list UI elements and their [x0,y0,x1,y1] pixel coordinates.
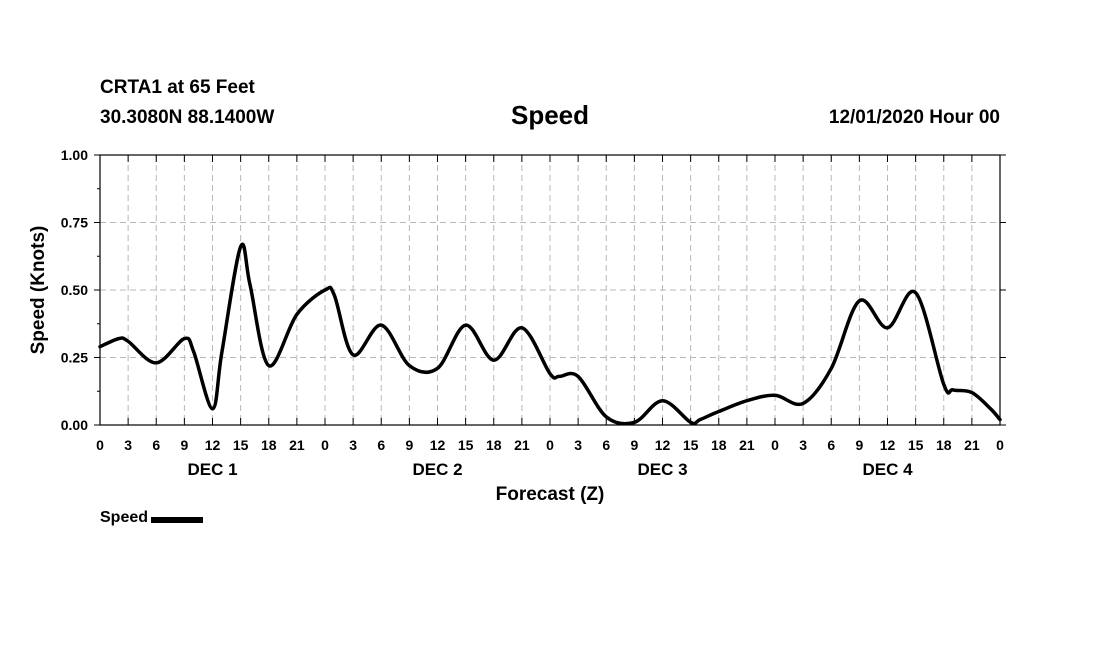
x-tick-label: 9 [180,437,188,453]
x-tick-label: 15 [233,437,249,453]
x-tick-label: 9 [630,437,638,453]
x-tick-label: 12 [880,437,896,453]
x-tick-label: 3 [799,437,807,453]
y-tick-label: 0.75 [61,215,88,231]
x-tick-label: 6 [152,437,160,453]
x-tick-label: 18 [936,437,952,453]
speed-series-line [98,242,1002,426]
x-tick-label: 21 [739,437,755,453]
x-tick-label: 21 [964,437,980,453]
x-tick-label: 9 [405,437,413,453]
x-tick-label: 15 [908,437,924,453]
day-label: DEC 1 [187,460,237,479]
x-tick-label: 9 [855,437,863,453]
x-tick-label: 12 [430,437,446,453]
y-tick-label: 1.00 [61,147,88,163]
y-axis-title: Speed (Knots) [28,226,49,355]
y-tick-label: 0.00 [61,417,88,433]
legend: Speed [100,509,204,527]
day-label: DEC 2 [412,460,462,479]
x-tick-label: 18 [711,437,727,453]
legend-label: Speed [100,509,149,526]
forecast-datetime: 12/01/2020 Hour 00 [828,107,1000,128]
x-tick-label: 0 [96,437,104,453]
day-label: DEC 3 [637,460,687,479]
x-tick-label: 0 [771,437,779,453]
x-tick-label: 3 [574,437,582,453]
coordinates-label: 30.3080N 88.1400W [100,107,275,128]
y-tick-label: 0.25 [61,350,88,366]
x-tick-label: 3 [124,437,132,453]
legend-swatch [151,516,204,523]
station-label: CRTA1 at 65 Feet [100,77,255,98]
x-axis-title: Forecast (Z) [496,484,605,505]
x-tick-label: 0 [546,437,554,453]
x-tick-label: 12 [205,437,221,453]
x-tick-label: 15 [458,437,474,453]
x-tick-label: 0 [321,437,329,453]
x-tick-label: 3 [349,437,357,453]
day-label: DEC 4 [862,460,913,479]
x-tick-label: 6 [602,437,610,453]
x-tick-label: 12 [655,437,671,453]
x-tick-label: 21 [289,437,305,453]
x-tick-label: 6 [377,437,385,453]
y-tick-label: 0.50 [61,282,88,298]
x-tick-label: 21 [514,437,530,453]
x-tick-label: 18 [261,437,277,453]
x-tick-label: 18 [486,437,502,453]
x-tick-label: 0 [996,437,1004,453]
x-tick-label: 15 [683,437,699,453]
chart-title: Speed [510,100,590,130]
x-tick-label: 6 [827,437,835,453]
